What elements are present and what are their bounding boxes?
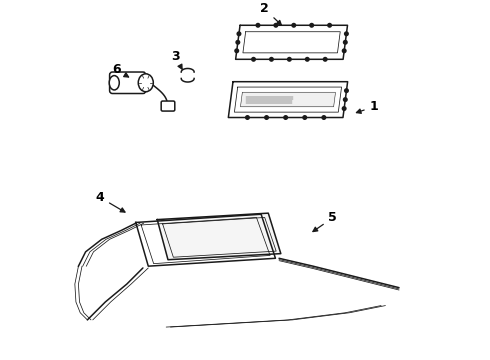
Polygon shape [228, 82, 347, 117]
Circle shape [327, 23, 332, 28]
Circle shape [342, 106, 346, 111]
Text: 5: 5 [313, 211, 337, 231]
Polygon shape [234, 87, 342, 112]
Circle shape [255, 23, 261, 28]
Circle shape [344, 88, 349, 93]
Circle shape [283, 115, 288, 120]
Circle shape [251, 57, 256, 62]
Circle shape [323, 57, 328, 62]
Circle shape [235, 40, 240, 45]
Polygon shape [243, 32, 340, 53]
Circle shape [291, 23, 296, 28]
Text: 3: 3 [171, 50, 182, 69]
Circle shape [343, 40, 348, 45]
Circle shape [302, 115, 307, 120]
Polygon shape [157, 213, 281, 260]
Polygon shape [241, 93, 336, 107]
Polygon shape [236, 25, 347, 59]
Circle shape [245, 115, 250, 120]
Circle shape [321, 115, 326, 120]
Circle shape [343, 97, 348, 102]
Text: 4: 4 [96, 191, 125, 212]
Text: 1: 1 [356, 100, 378, 113]
Circle shape [344, 31, 349, 36]
Circle shape [309, 23, 314, 28]
Circle shape [264, 115, 269, 120]
Polygon shape [136, 214, 275, 266]
FancyBboxPatch shape [110, 72, 146, 94]
Circle shape [342, 48, 347, 53]
Circle shape [237, 31, 242, 36]
Circle shape [269, 57, 274, 62]
Text: 6: 6 [112, 63, 128, 77]
Circle shape [234, 48, 239, 53]
Circle shape [273, 23, 278, 28]
FancyBboxPatch shape [161, 101, 175, 111]
Ellipse shape [109, 76, 119, 90]
Circle shape [287, 57, 292, 62]
Ellipse shape [138, 74, 153, 92]
Text: 2: 2 [260, 3, 281, 25]
Circle shape [305, 57, 310, 62]
